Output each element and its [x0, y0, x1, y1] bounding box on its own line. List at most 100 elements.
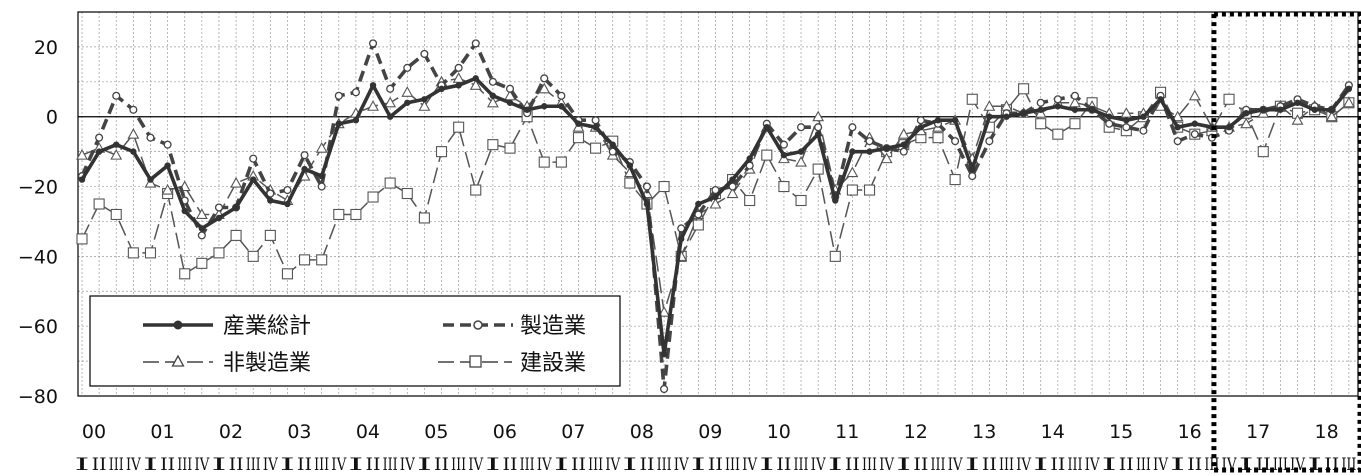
data-point — [197, 231, 206, 240]
data-point — [384, 96, 397, 108]
data-point — [317, 182, 326, 191]
data-point — [555, 156, 567, 168]
legend-box — [89, 295, 621, 387]
data-point — [401, 86, 414, 97]
data-point — [93, 198, 105, 210]
x-quarter-label: IV — [263, 455, 279, 475]
x-quarter-label: I — [691, 455, 706, 475]
data-point — [195, 208, 208, 220]
x-quarter-label: IV — [400, 455, 416, 475]
x-quarter-label: II — [708, 455, 723, 475]
data-point — [643, 200, 651, 208]
x-year-label: 17 — [1246, 421, 1270, 443]
data-point — [1036, 98, 1045, 107]
data-point — [728, 182, 737, 191]
data-point — [591, 116, 600, 125]
data-point — [144, 247, 157, 259]
data-point — [711, 185, 720, 195]
data-point — [1173, 137, 1182, 146]
data-point — [163, 140, 172, 149]
data-point — [267, 197, 274, 204]
x-quarter-label: I — [1033, 455, 1048, 475]
data-point — [316, 254, 328, 266]
data-point — [505, 84, 515, 93]
x-year-label: 00 — [82, 421, 106, 443]
x-quarter-label: II — [297, 455, 312, 475]
x-quarter-label: II — [982, 455, 997, 475]
data-point — [540, 74, 549, 83]
data-point — [147, 176, 154, 183]
data-point — [746, 155, 753, 162]
data-point — [164, 162, 171, 169]
x-quarter-label: IV — [1085, 455, 1101, 475]
data-point — [779, 140, 788, 149]
x-quarter-label: II — [1187, 455, 1202, 475]
data-point — [849, 148, 856, 155]
data-point — [1003, 113, 1010, 120]
x-quarter-label: IV — [126, 455, 142, 475]
data-point — [129, 105, 138, 114]
data-point — [1328, 106, 1335, 113]
data-point — [969, 165, 976, 173]
data-point — [488, 77, 497, 86]
data-point — [1188, 89, 1201, 101]
x-quarter-label: II — [639, 455, 654, 475]
x-year-label: 02 — [219, 421, 243, 443]
data-point — [812, 163, 824, 175]
data-point — [301, 165, 308, 173]
x-quarter-label: I — [896, 455, 911, 475]
data-point — [538, 156, 550, 168]
data-point — [916, 116, 925, 125]
x-quarter-label: II — [434, 455, 449, 475]
data-point — [949, 174, 961, 186]
data-point — [1191, 120, 1199, 127]
data-point — [538, 82, 551, 94]
data-point — [985, 137, 994, 146]
data-point — [401, 187, 413, 200]
x-quarter-label: IV — [194, 455, 210, 475]
data-point — [865, 137, 874, 146]
data-point — [403, 63, 412, 72]
data-point — [797, 148, 805, 155]
data-point — [709, 197, 722, 209]
data-point — [658, 180, 670, 193]
data-point — [453, 121, 465, 133]
x-quarter-label: II — [1256, 455, 1271, 475]
data-point — [1018, 83, 1030, 95]
data-point — [900, 141, 907, 148]
data-point — [660, 350, 668, 358]
x-quarter-label: IV — [331, 455, 347, 475]
data-point — [626, 162, 634, 169]
x-year-label: 15 — [1109, 421, 1133, 443]
x-quarter-label: IV — [948, 455, 964, 475]
data-point — [281, 268, 293, 280]
data-point — [795, 155, 807, 167]
x-quarter-label: III — [588, 455, 603, 475]
data-point — [1260, 106, 1267, 113]
data-point — [590, 142, 602, 154]
data-point — [729, 176, 736, 183]
x-quarter-label: IV — [742, 455, 758, 475]
x-quarter-label: I — [348, 455, 363, 475]
data-point — [863, 184, 876, 196]
series-1 — [77, 39, 1353, 394]
data-point — [986, 113, 993, 120]
data-point — [572, 132, 585, 144]
data-point — [367, 191, 379, 203]
data-point — [692, 219, 704, 231]
data-point — [726, 187, 739, 199]
x-year-label: 11 — [835, 421, 859, 443]
x-quarter-label: I — [417, 455, 432, 475]
data-point — [250, 176, 257, 183]
x-quarter-label: III — [177, 455, 192, 475]
data-point — [1035, 118, 1047, 130]
x-quarter-label: III — [314, 455, 329, 475]
x-quarter-label: II — [92, 455, 107, 475]
x-quarter-label: III — [1136, 455, 1151, 475]
data-point — [866, 148, 873, 155]
data-point — [418, 100, 431, 111]
data-point — [384, 177, 396, 189]
data-point — [695, 200, 702, 208]
x-year-label: 12 — [904, 421, 928, 443]
